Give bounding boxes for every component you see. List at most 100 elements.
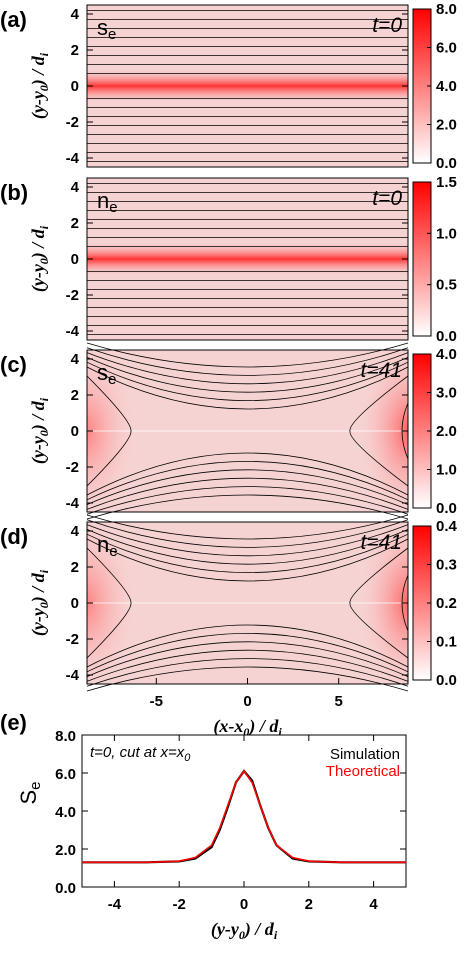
y-tick-label: -2 bbox=[66, 631, 79, 648]
y-axis-label: Se bbox=[16, 781, 44, 804]
y-tick-label: 2 bbox=[71, 42, 79, 59]
colorbar bbox=[412, 181, 432, 337]
y-tick-label: 2 bbox=[71, 387, 79, 404]
y-tick-label: -2 bbox=[66, 287, 79, 304]
legend-entry-theoretical: Theoretical bbox=[326, 763, 400, 780]
x-tick-label: 0 bbox=[243, 693, 251, 710]
panel-b: -4 -2 0 2 4 (y-y0) / di(b) ne t=0 0.0 0.5 1.0 1.5 bbox=[0, 174, 457, 345]
y-axis-label: (y-y0) / di bbox=[28, 397, 51, 464]
y-tick-label: -4 bbox=[66, 495, 80, 512]
series-line-theoretical bbox=[82, 769, 406, 864]
field-line bbox=[86, 347, 409, 376]
panel-letter: (c) bbox=[0, 352, 27, 377]
legend-entry-simulation: Simulation bbox=[330, 746, 400, 763]
x-axis-label: (y-y0) / di bbox=[211, 919, 278, 942]
y-tick-label: 2.0 bbox=[55, 842, 76, 859]
panel-e: 0.0 2.0 4.0 6.0 8.0 -4 -2 0 2 4 (e) Se (y-y0) / di t=… bbox=[0, 710, 407, 942]
colorbar-tick-label: 0.0 bbox=[436, 155, 457, 172]
colorbar-tick-label: 0.0 bbox=[436, 328, 457, 345]
y-tick-label: -2 bbox=[66, 459, 79, 476]
field-line bbox=[86, 477, 409, 510]
x-tick-label: 5 bbox=[335, 693, 343, 710]
x-tick-label: -4 bbox=[108, 896, 122, 913]
field-line bbox=[86, 641, 409, 677]
y-tick-label: 0 bbox=[71, 251, 79, 268]
field-line bbox=[86, 624, 409, 668]
colorbar-tick-label: 1.5 bbox=[436, 174, 457, 191]
x-tick-label: 0 bbox=[240, 896, 248, 913]
time-label: t=41 bbox=[361, 531, 402, 554]
y-tick-label: 0 bbox=[71, 595, 79, 612]
x-tick-label: 2 bbox=[305, 896, 313, 913]
island-boundary-right bbox=[349, 547, 409, 659]
colorbar-tick-label: 4.0 bbox=[436, 346, 457, 363]
variable-label: ne bbox=[97, 188, 118, 216]
time-label: t=0 bbox=[372, 187, 402, 210]
colorbar-tick-label: 2.0 bbox=[436, 117, 457, 134]
field-line bbox=[86, 494, 409, 520]
field-line bbox=[86, 357, 409, 393]
panel-letter: (e) bbox=[0, 710, 27, 735]
field-line bbox=[86, 666, 409, 692]
field-line bbox=[86, 352, 409, 385]
colorbar-tick-label: 0.5 bbox=[436, 277, 457, 294]
field-line bbox=[86, 469, 409, 505]
field-line bbox=[86, 342, 409, 368]
y-tick-label: 4 bbox=[71, 179, 80, 196]
y-tick-label: 2 bbox=[71, 215, 79, 232]
field-line bbox=[86, 533, 409, 573]
y-tick-label: 4 bbox=[71, 523, 80, 540]
x-axis-label: (x-x0) / di bbox=[213, 716, 282, 739]
y-tick-label: 6.0 bbox=[55, 766, 76, 783]
y-tick-label: -4 bbox=[66, 667, 80, 684]
panel-letter: (d) bbox=[0, 524, 28, 549]
panel-a: -4 -2 0 2 4 (y-y0) / di(a) se t=0 0.0 2.0 4.0 6.0 8.… bbox=[0, 1, 457, 172]
colorbar-tick-label: 8.0 bbox=[436, 1, 457, 18]
variable-label: ne bbox=[97, 532, 118, 560]
colorbar-tick-label: 3.0 bbox=[436, 385, 457, 402]
field-line bbox=[86, 633, 409, 673]
field-line bbox=[86, 649, 409, 682]
colorbar-tick-label: 1.0 bbox=[436, 225, 457, 242]
field-line bbox=[86, 538, 409, 582]
y-tick-label: 2 bbox=[71, 559, 79, 576]
field-line bbox=[86, 366, 409, 410]
field-line bbox=[86, 519, 409, 548]
y-axis-label: (y-y0) / di bbox=[28, 225, 51, 292]
y-tick-label: 0.0 bbox=[55, 880, 76, 897]
y-tick-label: -4 bbox=[66, 323, 80, 340]
y-tick-label: 4 bbox=[71, 351, 80, 368]
y-axis-label: (y-y0) / di bbox=[28, 569, 51, 636]
colorbar-tick-label: 0.0 bbox=[436, 672, 457, 689]
x-tick-label: -2 bbox=[173, 896, 186, 913]
colorbar-tick-label: 0.3 bbox=[436, 557, 457, 574]
x-tick-label: -5 bbox=[150, 693, 163, 710]
y-tick-label: 0 bbox=[71, 78, 79, 95]
field-line bbox=[86, 524, 409, 557]
island-boundary-left bbox=[86, 375, 132, 487]
current-sheet-band bbox=[87, 69, 408, 103]
field-line bbox=[86, 486, 409, 515]
field-line bbox=[86, 514, 409, 540]
y-tick-label: 4 bbox=[71, 6, 80, 23]
y-tick-label: 8.0 bbox=[55, 728, 76, 745]
time-label: t=0 bbox=[372, 14, 402, 37]
variable-label: se bbox=[97, 360, 116, 388]
y-axis-label: (y-y0) / di bbox=[28, 52, 51, 119]
panel-letter: (b) bbox=[0, 180, 28, 205]
y-tick-label: -2 bbox=[66, 114, 79, 131]
colorbar-tick-label: 2.0 bbox=[436, 423, 457, 440]
colorbar-tick-label: 4.0 bbox=[436, 78, 457, 95]
variable-label: se bbox=[97, 15, 116, 43]
panel-letter: (a) bbox=[0, 7, 27, 32]
time-label: t=41 bbox=[361, 359, 402, 382]
field-line bbox=[86, 529, 409, 565]
panel-c: -4 -2 0 2 4 (y-y0) / di(c) se t=41 0.0 1.0 2.0 3.0 4… bbox=[0, 342, 457, 520]
colorbar-tick-label: 0.1 bbox=[436, 634, 457, 651]
colorbar-tick-label: 0.2 bbox=[436, 595, 457, 612]
field-line bbox=[86, 361, 409, 401]
colorbar-tick-label: 0.0 bbox=[436, 500, 457, 517]
field-line bbox=[86, 658, 409, 687]
panel-d: -4 -2 0 2 4 (y-y0) / di(d) ne t=41 0.0 0.1 0.2 0.3 0… bbox=[0, 514, 458, 739]
